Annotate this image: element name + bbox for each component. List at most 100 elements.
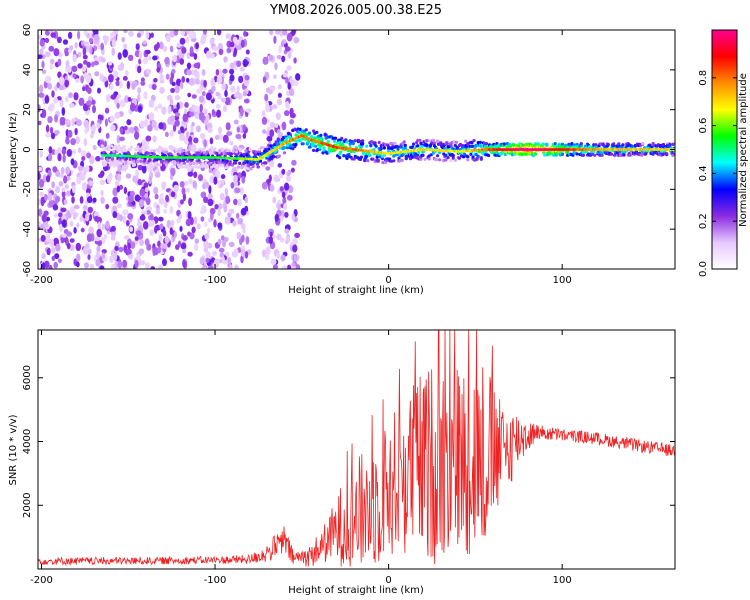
spectrogram-noise-cell bbox=[112, 187, 118, 197]
spectrogram-noise-cell bbox=[237, 218, 244, 225]
snr-y-axis-label: SNR (10 * v/v) bbox=[8, 414, 19, 485]
spectrogram-ridge-cell bbox=[124, 157, 128, 161]
spectrogram-noise-cell bbox=[281, 121, 287, 131]
spectrogram-ridge-cell bbox=[122, 145, 126, 149]
spectrogram-noise-cell bbox=[64, 184, 69, 190]
spectrogram-noise-cell bbox=[80, 227, 85, 233]
spectrogram-noise-cell bbox=[61, 187, 66, 192]
spectrogram-noise-cell bbox=[214, 170, 221, 179]
x-tick-label: 0 bbox=[385, 575, 391, 586]
spectrogram-ridge-cell bbox=[353, 139, 357, 143]
spectrogram-noise-cell bbox=[51, 247, 56, 254]
spectrogram-noise-cell bbox=[73, 227, 77, 234]
spectrogram-noise-cell bbox=[274, 213, 279, 222]
spectrogram-ridge-cell bbox=[151, 164, 155, 168]
spectrogram-noise-cell bbox=[58, 52, 63, 58]
spectrogram-noise-cell bbox=[158, 198, 163, 205]
spectrogram-ridge-cell bbox=[575, 152, 579, 156]
spectrogram-noise-cell bbox=[101, 237, 106, 244]
spectrogram-noise-cell bbox=[275, 112, 281, 121]
spectrogram-noise-cell bbox=[165, 194, 170, 202]
spectrogram-noise-cell bbox=[268, 89, 273, 95]
spectrogram-noise-cell bbox=[261, 110, 266, 118]
spectrogram-noise-cell bbox=[70, 158, 75, 166]
spectrogram-ridge-cell bbox=[312, 129, 316, 133]
spectrogram-noise-cell bbox=[44, 51, 51, 58]
spectrogram-noise-cell bbox=[224, 89, 228, 98]
spectrogram-noise-cell bbox=[188, 111, 194, 117]
spectrogram-noise-cell bbox=[117, 164, 122, 172]
spectrogram-noise-cell bbox=[82, 47, 87, 57]
spectrogram-noise-cell bbox=[293, 57, 297, 64]
spectrogram-noise-cell bbox=[245, 236, 250, 245]
spectrogram-noise-cell bbox=[293, 254, 297, 262]
spectrogram-ridge-cell bbox=[160, 146, 164, 151]
spectrogram-noise-cell bbox=[169, 98, 174, 106]
spectrogram-noise-cell bbox=[96, 122, 101, 129]
spectrogram-noise-cell bbox=[90, 99, 96, 105]
spectrogram-noise-cell bbox=[38, 34, 43, 40]
spectrogram-noise-cell bbox=[93, 34, 100, 41]
colorbar-tick-label: 0.2 bbox=[698, 213, 709, 229]
spectrogram-noise-cell bbox=[55, 185, 60, 194]
spectrogram-noise-cell bbox=[113, 30, 119, 35]
spectrogram-noise-cell bbox=[94, 236, 101, 242]
spectrogram-ridge-cell bbox=[600, 153, 604, 157]
spectrogram-noise-cell bbox=[187, 92, 192, 98]
spectrogram-noise-cell bbox=[277, 131, 284, 139]
spectrogram-noise-cell bbox=[192, 31, 197, 39]
spectrogram-ridge-cell bbox=[449, 158, 453, 163]
spectrogram-noise-cell bbox=[236, 172, 243, 179]
spectrogram-noise-cell bbox=[86, 100, 92, 106]
spectrogram-noise-cell bbox=[185, 36, 190, 43]
spectrogram-noise-cell bbox=[213, 219, 217, 228]
y-tick-label: 40 bbox=[22, 63, 33, 76]
spectrogram-noise-cell bbox=[219, 69, 223, 77]
spectrogram-ridge-cell bbox=[444, 153, 448, 157]
spectrogram-noise-cell bbox=[138, 248, 145, 255]
spectrogram-ridge-cell bbox=[365, 144, 369, 148]
spectrogram-ridge-cell bbox=[618, 150, 622, 154]
spectrogram-noise-cell bbox=[185, 188, 191, 193]
spectrogram-noise-cell bbox=[157, 246, 162, 254]
spectrogram-noise-cell bbox=[174, 85, 180, 94]
spectrogram-ridge-cell bbox=[375, 155, 379, 159]
spectrogram-noise-cell bbox=[58, 212, 63, 218]
spectrogram-noise-cell bbox=[273, 174, 280, 183]
spectrogram-noise-cell bbox=[284, 211, 289, 218]
spectrogram-ridge-cell bbox=[471, 155, 475, 159]
spectrogram-noise-cell bbox=[140, 80, 146, 86]
spectrogram-ridge-cell bbox=[100, 157, 104, 161]
spectrogram-noise-cell bbox=[237, 92, 243, 100]
spectrogram-noise-cell bbox=[66, 190, 71, 197]
spectrogram-noise-cell bbox=[150, 266, 155, 269]
spectrogram-noise-cell bbox=[89, 133, 94, 139]
spectrogram-noise-cell bbox=[179, 133, 185, 142]
spectrogram-noise-cell bbox=[49, 126, 54, 134]
spectrogram-noise-cell bbox=[121, 36, 125, 43]
spectrogram-ridge-cell bbox=[432, 141, 436, 145]
spectrogram-noise-cell bbox=[116, 135, 121, 144]
spectrogram-noise-cell bbox=[245, 108, 252, 113]
spectrogram-ridge-cell bbox=[188, 164, 192, 169]
spectrogram-ridge-cell bbox=[258, 159, 263, 163]
spectrogram-noise-cell bbox=[181, 46, 187, 54]
spectrogram-noise-cell bbox=[242, 133, 247, 139]
spectrogram-noise-cell bbox=[127, 96, 132, 102]
spectrogram-noise-cell bbox=[128, 30, 134, 37]
spectrogram-ridge-cell bbox=[451, 153, 455, 157]
spectrogram-noise-cell bbox=[276, 201, 282, 210]
spectrogram-ridge-cell bbox=[230, 163, 234, 167]
y-tick-label: -40 bbox=[22, 221, 33, 237]
spectrogram-noise-cell bbox=[276, 252, 281, 259]
spectrogram-ridge-cell bbox=[164, 147, 168, 151]
spectrogram-ridge-cell bbox=[227, 149, 231, 153]
spectrogram-noise-cell bbox=[203, 247, 209, 253]
spectrogram-ridge-cell bbox=[210, 146, 214, 150]
spectrogram-ridge-cell bbox=[423, 157, 427, 161]
spectrogram-noise-cell bbox=[61, 219, 67, 228]
spectrogram-ridge-cell bbox=[446, 156, 450, 160]
spectrogram-noise-cell bbox=[181, 187, 186, 196]
spectrogram-ridge-cell bbox=[215, 151, 219, 155]
spectrogram-noise-cell bbox=[194, 113, 200, 119]
